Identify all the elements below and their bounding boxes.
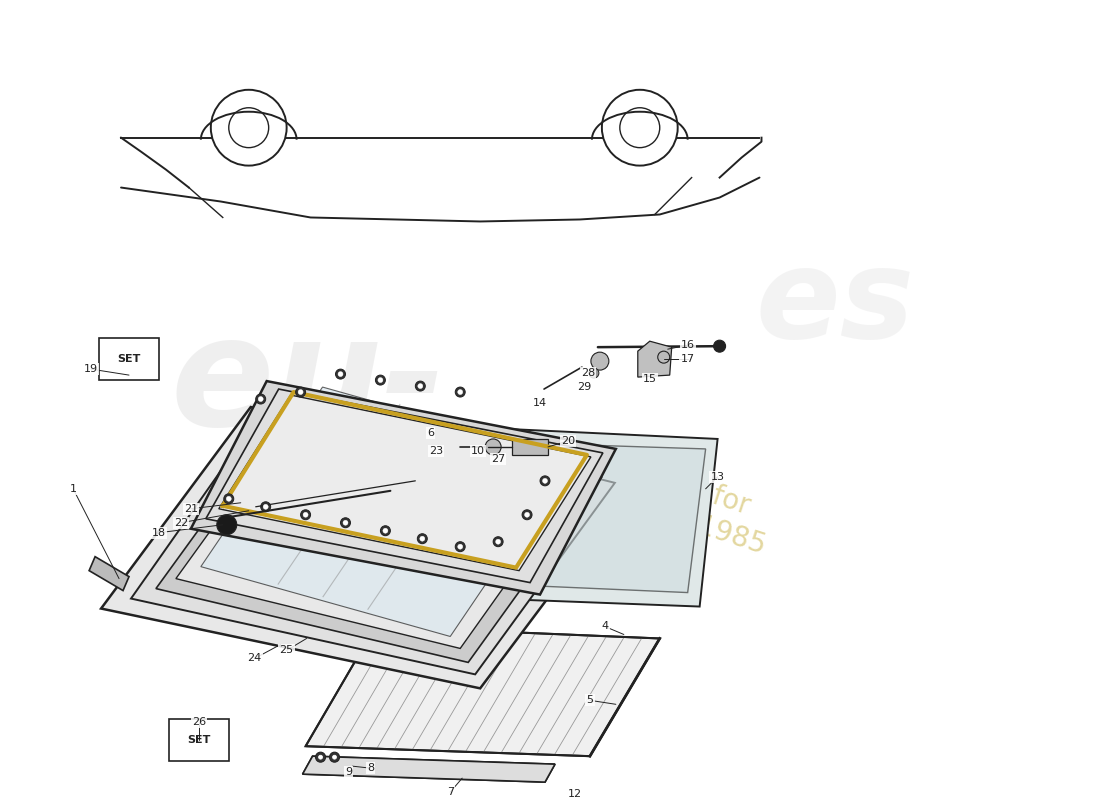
Circle shape (223, 494, 234, 504)
Circle shape (496, 539, 500, 544)
Circle shape (602, 90, 678, 166)
Circle shape (525, 512, 529, 518)
FancyBboxPatch shape (99, 338, 158, 380)
Circle shape (258, 397, 263, 402)
Polygon shape (176, 399, 587, 649)
Circle shape (375, 375, 385, 385)
Circle shape (332, 755, 337, 759)
Text: 5: 5 (586, 695, 593, 706)
Polygon shape (201, 387, 572, 637)
Text: 27: 27 (491, 454, 505, 464)
Circle shape (341, 518, 351, 528)
Text: 13: 13 (711, 472, 725, 482)
Circle shape (493, 537, 503, 546)
Polygon shape (505, 443, 705, 593)
Text: 22: 22 (174, 518, 188, 528)
FancyBboxPatch shape (169, 719, 229, 761)
Text: a passion for
parts since 1985: a passion for parts since 1985 (540, 430, 780, 559)
Circle shape (455, 387, 465, 397)
Text: 12: 12 (568, 789, 582, 799)
Circle shape (522, 510, 532, 520)
Polygon shape (219, 395, 591, 570)
Text: 20: 20 (561, 436, 575, 446)
Circle shape (227, 496, 231, 502)
Polygon shape (131, 397, 615, 674)
Circle shape (298, 390, 304, 394)
Polygon shape (302, 756, 556, 782)
Circle shape (714, 340, 726, 352)
Polygon shape (638, 341, 672, 377)
Circle shape (343, 520, 348, 526)
Circle shape (336, 369, 345, 379)
Circle shape (383, 528, 388, 534)
Text: 21: 21 (184, 504, 198, 514)
Circle shape (211, 90, 287, 166)
Text: SET: SET (118, 354, 141, 364)
Text: 15: 15 (642, 374, 657, 384)
Circle shape (261, 502, 271, 512)
Text: eu-: eu- (170, 309, 447, 458)
Text: 24: 24 (248, 654, 262, 663)
Text: 17: 17 (681, 354, 695, 364)
Circle shape (338, 372, 343, 377)
Circle shape (263, 504, 268, 510)
Polygon shape (156, 403, 602, 662)
Text: 7: 7 (447, 787, 454, 797)
Text: 14: 14 (534, 398, 547, 408)
Text: 4: 4 (602, 622, 608, 631)
Circle shape (378, 378, 383, 382)
Circle shape (485, 439, 502, 455)
Text: 9: 9 (345, 767, 352, 777)
Circle shape (319, 755, 322, 759)
Polygon shape (491, 429, 717, 606)
Polygon shape (302, 756, 556, 782)
Text: 28: 28 (581, 368, 595, 378)
Text: 25: 25 (279, 646, 294, 655)
Circle shape (229, 108, 268, 148)
Polygon shape (89, 557, 129, 590)
Circle shape (217, 514, 236, 534)
Circle shape (381, 526, 390, 536)
Polygon shape (306, 626, 660, 756)
Text: 18: 18 (152, 528, 166, 538)
Circle shape (658, 351, 670, 363)
Circle shape (542, 478, 548, 483)
Circle shape (455, 542, 465, 552)
Text: 8: 8 (367, 763, 374, 773)
Text: SET: SET (187, 735, 210, 746)
Circle shape (591, 352, 609, 370)
Circle shape (255, 394, 266, 404)
Circle shape (304, 512, 308, 518)
Circle shape (458, 544, 463, 549)
Circle shape (417, 534, 427, 544)
Text: es: es (756, 242, 915, 364)
Circle shape (540, 476, 550, 486)
Circle shape (300, 510, 310, 520)
Circle shape (458, 390, 463, 394)
Circle shape (420, 536, 425, 541)
Text: 6: 6 (427, 428, 433, 438)
Circle shape (416, 381, 426, 391)
Circle shape (588, 368, 598, 378)
Polygon shape (191, 381, 616, 594)
Text: 19: 19 (84, 364, 98, 374)
Text: 26: 26 (191, 718, 206, 727)
Circle shape (619, 108, 660, 148)
Polygon shape (513, 439, 548, 455)
Text: 29: 29 (576, 382, 591, 392)
Circle shape (296, 387, 306, 397)
Circle shape (418, 383, 422, 389)
Circle shape (316, 752, 326, 762)
Polygon shape (206, 389, 603, 582)
Circle shape (330, 752, 340, 762)
Text: 10: 10 (471, 446, 485, 456)
Polygon shape (101, 407, 630, 688)
Text: 23: 23 (429, 446, 443, 456)
Text: 1: 1 (69, 484, 77, 494)
Text: 16: 16 (681, 340, 695, 350)
